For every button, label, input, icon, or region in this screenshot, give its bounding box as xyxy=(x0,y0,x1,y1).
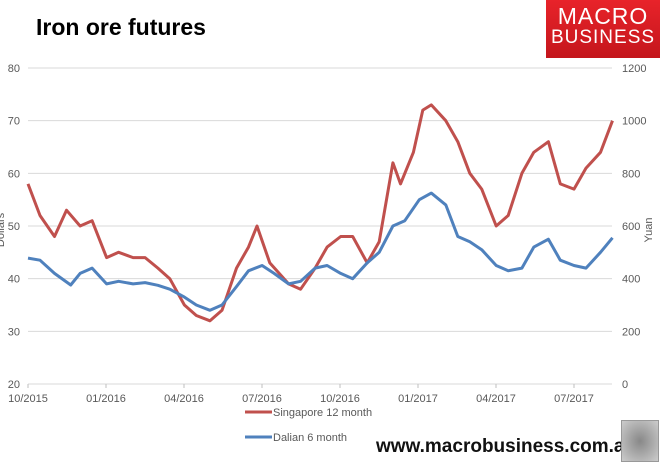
left-tick-label: 30 xyxy=(8,326,20,338)
logo-line1: MACRO xyxy=(557,3,649,29)
x-tick-label: 01/2017 xyxy=(398,393,438,405)
left-tick-label: 20 xyxy=(8,379,20,391)
right-tick-label: 600 xyxy=(622,221,640,233)
left-tick-label: 40 xyxy=(8,274,20,286)
website-url: www.macrobusiness.com.au xyxy=(376,436,637,457)
left-axis-label: Dollars xyxy=(0,212,7,247)
right-tick-label: 1000 xyxy=(622,116,646,128)
right-tick-label: 800 xyxy=(622,168,640,180)
legend-label: Dalian 6 month xyxy=(273,432,347,444)
x-tick-label: 10/2015 xyxy=(8,393,48,405)
x-tick-label: 01/2016 xyxy=(86,393,126,405)
x-tick-label: 07/2017 xyxy=(554,393,594,405)
right-tick-label: 1200 xyxy=(622,63,646,75)
right-tick-label: 0 xyxy=(622,379,628,391)
x-tick-label: 10/2016 xyxy=(320,393,360,405)
left-tick-label: 70 xyxy=(8,116,20,128)
x-tick-label: 04/2016 xyxy=(164,393,204,405)
chart-title: Iron ore futures xyxy=(36,14,206,40)
left-tick-label: 50 xyxy=(8,221,20,233)
macrobusiness-logo: MACRO BUSINESS xyxy=(546,0,660,58)
right-tick-label: 200 xyxy=(622,326,640,338)
x-tick-label: 04/2017 xyxy=(476,393,516,405)
right-axis-label: Yuan xyxy=(643,217,655,242)
legend-label: Singapore 12 month xyxy=(273,407,372,419)
series-line-singapore xyxy=(26,103,614,323)
series-line-dalian xyxy=(27,191,614,312)
x-tick-label: 07/2016 xyxy=(242,393,282,405)
fox-logo-image xyxy=(621,420,659,462)
left-tick-label: 80 xyxy=(8,63,20,75)
right-tick-label: 400 xyxy=(622,274,640,286)
left-tick-label: 60 xyxy=(8,168,20,180)
logo-line2: BUSINESS xyxy=(550,27,656,48)
